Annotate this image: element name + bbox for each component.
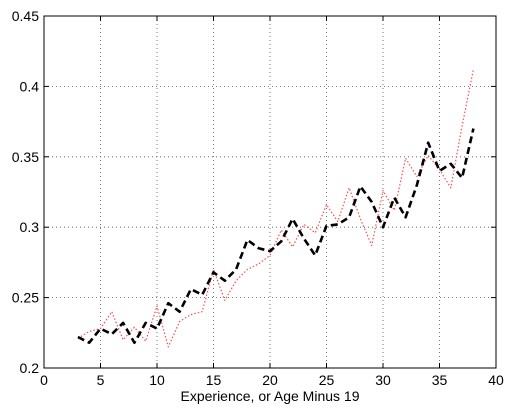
y-tick-label: 0.35 bbox=[12, 149, 39, 165]
ticks: 0 5 10 15 20 25 30 35 40 0.2 0.25 0.3 0.35 0.4 0.45 bbox=[12, 8, 504, 388]
series-line-dotted-red bbox=[77, 69, 474, 348]
y-tick-label: 0.3 bbox=[20, 219, 40, 235]
x-tick-label: 25 bbox=[319, 372, 335, 388]
x-tick-label: 20 bbox=[262, 372, 278, 388]
x-tick-label: 15 bbox=[206, 372, 222, 388]
x-axis-label: Experience, or Age Minus 19 bbox=[181, 388, 360, 404]
x-tick-label: 5 bbox=[97, 372, 105, 388]
series-lines bbox=[77, 69, 475, 348]
x-tick-label: 0 bbox=[40, 372, 48, 388]
x-tick-label: 40 bbox=[488, 372, 504, 388]
y-tick-label: 0.4 bbox=[20, 78, 40, 94]
y-tick-label: 0.2 bbox=[20, 360, 40, 376]
grid bbox=[44, 16, 496, 368]
y-tick-label: 0.25 bbox=[12, 290, 39, 306]
x-tick-label: 10 bbox=[149, 372, 165, 388]
y-tick-label: 0.45 bbox=[12, 8, 39, 24]
x-tick-label: 35 bbox=[432, 372, 448, 388]
series-line-dashed-black bbox=[77, 128, 475, 345]
x-tick-label: 30 bbox=[375, 372, 391, 388]
